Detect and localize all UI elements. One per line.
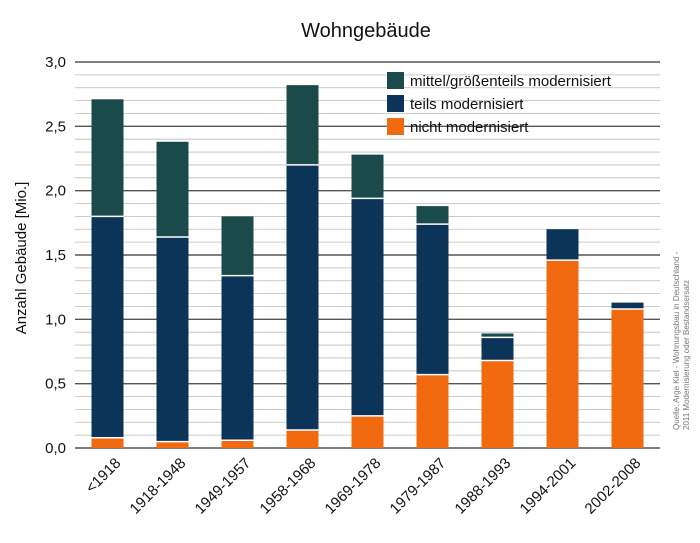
- bar-segment: [546, 260, 579, 448]
- bar-segment: [91, 99, 124, 217]
- bar-segment: [351, 154, 384, 199]
- bar-segment: [481, 333, 514, 338]
- bar-segment: [286, 429, 319, 448]
- y-tick-label: 0,0: [45, 440, 66, 457]
- legend-label: teils modernisiert: [410, 96, 524, 113]
- x-tick-label: 1979-1987: [387, 455, 450, 518]
- y-tick-label: 1,5: [45, 247, 66, 264]
- bar-segment: [91, 216, 124, 438]
- bar-segment: [611, 302, 644, 310]
- bar-segment: [91, 437, 124, 448]
- bar-segment: [221, 440, 254, 448]
- bar-segment: [481, 360, 514, 448]
- bar-segment: [286, 164, 319, 430]
- legend-swatch: [387, 72, 404, 89]
- x-tick-label: 1988-1993: [452, 455, 515, 518]
- y-tick-label: 2,0: [45, 183, 66, 200]
- x-tick-label: 2002-2008: [582, 455, 645, 518]
- x-tick-label: <1918: [83, 455, 125, 497]
- legend: mittel/größenteils modernisiert teils mod…: [387, 72, 612, 136]
- bar-segment: [481, 337, 514, 361]
- bar-segment: [221, 216, 254, 276]
- bar-segment: [286, 85, 319, 165]
- bar-segment: [156, 236, 189, 442]
- bar-segment: [416, 224, 449, 375]
- bar-segment: [611, 309, 644, 448]
- source-line-1: Quelle: Arge Kiel - Wohnungsbau in Deuts…: [672, 251, 681, 430]
- y-tick-label: 2,5: [45, 118, 66, 135]
- y-tick-label: 1,0: [45, 311, 66, 328]
- bar-segment: [221, 275, 254, 441]
- bar-segment: [416, 374, 449, 448]
- legend-label: nicht modernisiert: [410, 119, 529, 136]
- legend-swatch: [387, 118, 404, 135]
- source-note: Quelle: Arge Kiel - Wohnungsbau in Deuts…: [672, 251, 691, 430]
- bar-segment: [546, 229, 579, 261]
- bar-segment: [351, 198, 384, 416]
- bar-segment: [416, 206, 449, 225]
- x-tick-label: 1994-2001: [517, 455, 580, 518]
- x-tick-label: 1969-1978: [322, 455, 385, 518]
- chart-title: Wohngebäude: [301, 20, 431, 42]
- legend-label: mittel/größenteils modernisiert: [410, 73, 612, 90]
- bar-segment: [156, 141, 189, 237]
- source-line-2: 2011 Modernisierung oder Bestandsersatz: [682, 280, 691, 430]
- x-tick-label: 1958-1968: [257, 455, 320, 518]
- y-tick-label: 3,0: [45, 54, 66, 71]
- bars: [91, 85, 644, 448]
- bar-segment: [156, 441, 189, 448]
- bar-segment: [351, 415, 384, 448]
- legend-swatch: [387, 95, 404, 112]
- x-tick-label: 1918-1948: [127, 455, 190, 518]
- y-tick-label: 0,5: [45, 376, 66, 393]
- y-axis-ticks: 0,0 0,5 1,0 1,5 2,0 2,5 3,0: [45, 54, 66, 457]
- x-axis-ticks: <1918 1918-1948 1949-1957 1958-1968 1969-197…: [83, 455, 645, 518]
- y-axis-label: Anzahl Gebäude [Mio.]: [13, 182, 30, 335]
- x-tick-label: 1949-1957: [192, 455, 255, 518]
